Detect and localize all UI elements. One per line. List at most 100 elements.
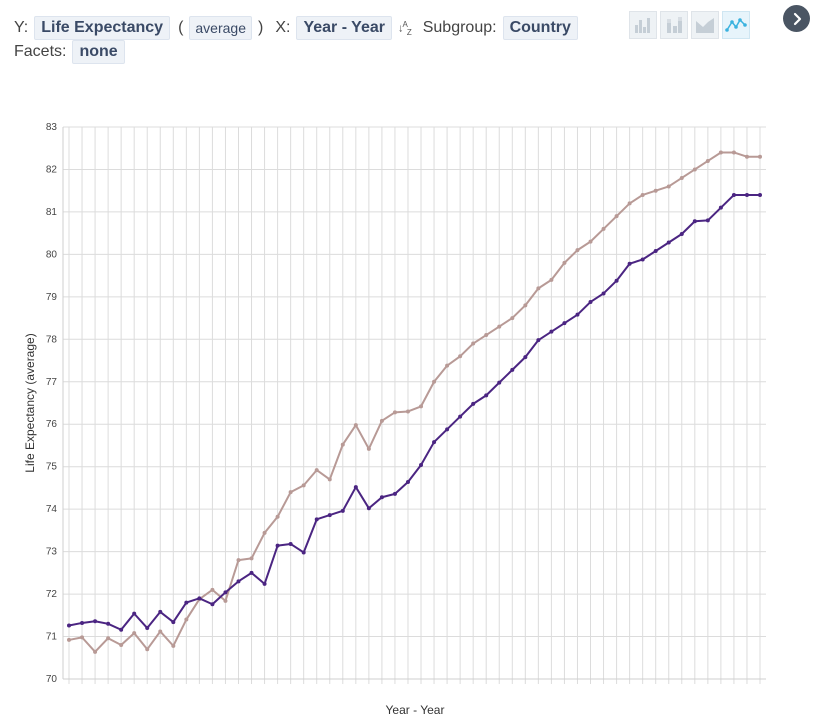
subgroup-field-pill[interactable]: Country <box>502 16 578 40</box>
data-point <box>744 192 749 197</box>
data-point <box>666 184 671 189</box>
y-tick-labels: 70 71 72 73 74 75 76 77 78 79 80 81 82 83 <box>46 122 58 685</box>
data-point <box>236 579 241 584</box>
data-point <box>405 479 410 484</box>
data-point <box>171 620 176 625</box>
data-point <box>484 393 489 398</box>
data-point <box>314 517 319 522</box>
y-tick-label: 83 <box>46 122 58 133</box>
data-point <box>718 205 723 210</box>
next-chevron-button[interactable] <box>783 5 810 32</box>
data-point <box>588 239 593 244</box>
data-point <box>679 232 684 237</box>
chevron-right-icon <box>793 12 801 25</box>
data-point <box>731 150 736 155</box>
y-tick-label: 71 <box>46 632 58 643</box>
x-axis-title: Year - Year <box>386 703 445 717</box>
data-point <box>627 201 632 206</box>
sort-alpha-icon[interactable]: ↓AZ <box>398 19 412 37</box>
data-point <box>640 192 645 197</box>
data-point <box>80 635 85 640</box>
data-point <box>171 643 176 648</box>
data-point <box>93 619 98 624</box>
data-point <box>158 629 163 634</box>
stacked-bar-icon[interactable] <box>660 11 688 39</box>
data-point <box>718 150 723 155</box>
y-field-pill[interactable]: Life Expectancy <box>34 16 171 40</box>
data-point <box>262 581 267 586</box>
x-field-pill[interactable]: Year - Year <box>296 16 392 40</box>
data-point <box>379 495 384 500</box>
data-point <box>106 621 111 626</box>
data-point <box>249 556 254 561</box>
data-point <box>731 192 736 197</box>
data-point <box>197 597 202 602</box>
area-chart-icon[interactable] <box>691 11 719 39</box>
chart-grid <box>62 126 766 684</box>
data-point <box>758 192 762 197</box>
subgroup-label: Subgroup: <box>422 19 497 36</box>
data-point <box>210 587 215 592</box>
data-point <box>627 261 632 266</box>
y-tick-label: 73 <box>46 547 58 558</box>
data-point <box>405 409 410 414</box>
data-point <box>223 598 228 603</box>
data-point <box>653 248 658 253</box>
data-point <box>392 491 397 496</box>
data-point <box>288 490 293 495</box>
data-point <box>184 600 189 605</box>
bar-chart-icon[interactable] <box>629 11 657 39</box>
data-point <box>758 154 762 159</box>
data-point <box>275 514 280 519</box>
series-line-2 <box>68 193 760 631</box>
y-tick-label: 72 <box>46 589 58 600</box>
data-point <box>366 446 371 451</box>
facets-field-pill[interactable]: none <box>72 40 125 64</box>
data-point <box>67 637 71 642</box>
line-chart-icon[interactable] <box>722 11 750 39</box>
data-point <box>614 278 619 283</box>
data-point <box>145 647 150 652</box>
data-point <box>510 367 515 372</box>
aggregation-pill[interactable]: average <box>189 16 252 40</box>
facets-label: Facets: <box>14 43 67 60</box>
data-point <box>379 418 384 423</box>
data-point <box>392 410 397 415</box>
y-tick-label: 82 <box>46 164 58 175</box>
data-point <box>549 277 554 282</box>
data-point <box>327 477 332 482</box>
data-point <box>575 248 580 253</box>
data-point <box>445 427 450 432</box>
encoding-toolbar: Y: Life Expectancy ( average ) X: Year -… <box>14 16 586 64</box>
data-point <box>314 468 319 473</box>
data-point <box>184 617 189 622</box>
data-point <box>497 324 502 329</box>
data-point <box>484 333 489 338</box>
data-point <box>106 636 111 641</box>
agg-close-paren: ) <box>257 19 264 36</box>
y-axis-label: Y: <box>14 19 29 36</box>
data-point <box>744 154 749 159</box>
data-point <box>614 214 619 219</box>
data-point <box>288 541 293 546</box>
data-point <box>197 596 202 601</box>
data-point <box>419 462 424 467</box>
data-point <box>340 442 345 447</box>
data-point <box>93 649 98 654</box>
data-point <box>705 218 710 223</box>
data-point <box>432 440 437 445</box>
y-tick-label: 78 <box>46 334 58 345</box>
data-point <box>549 329 554 334</box>
data-point <box>692 167 697 172</box>
agg-open-paren: ( <box>178 19 184 36</box>
series-lines <box>67 150 762 654</box>
data-point <box>640 257 645 262</box>
data-point <box>471 401 476 406</box>
data-point <box>575 312 580 317</box>
data-point <box>327 513 332 518</box>
data-point <box>301 550 306 555</box>
encoding-row-1: Y: Life Expectancy ( average ) X: Year -… <box>14 16 586 40</box>
data-point <box>562 321 567 326</box>
data-point <box>705 158 710 163</box>
data-point <box>158 609 163 614</box>
